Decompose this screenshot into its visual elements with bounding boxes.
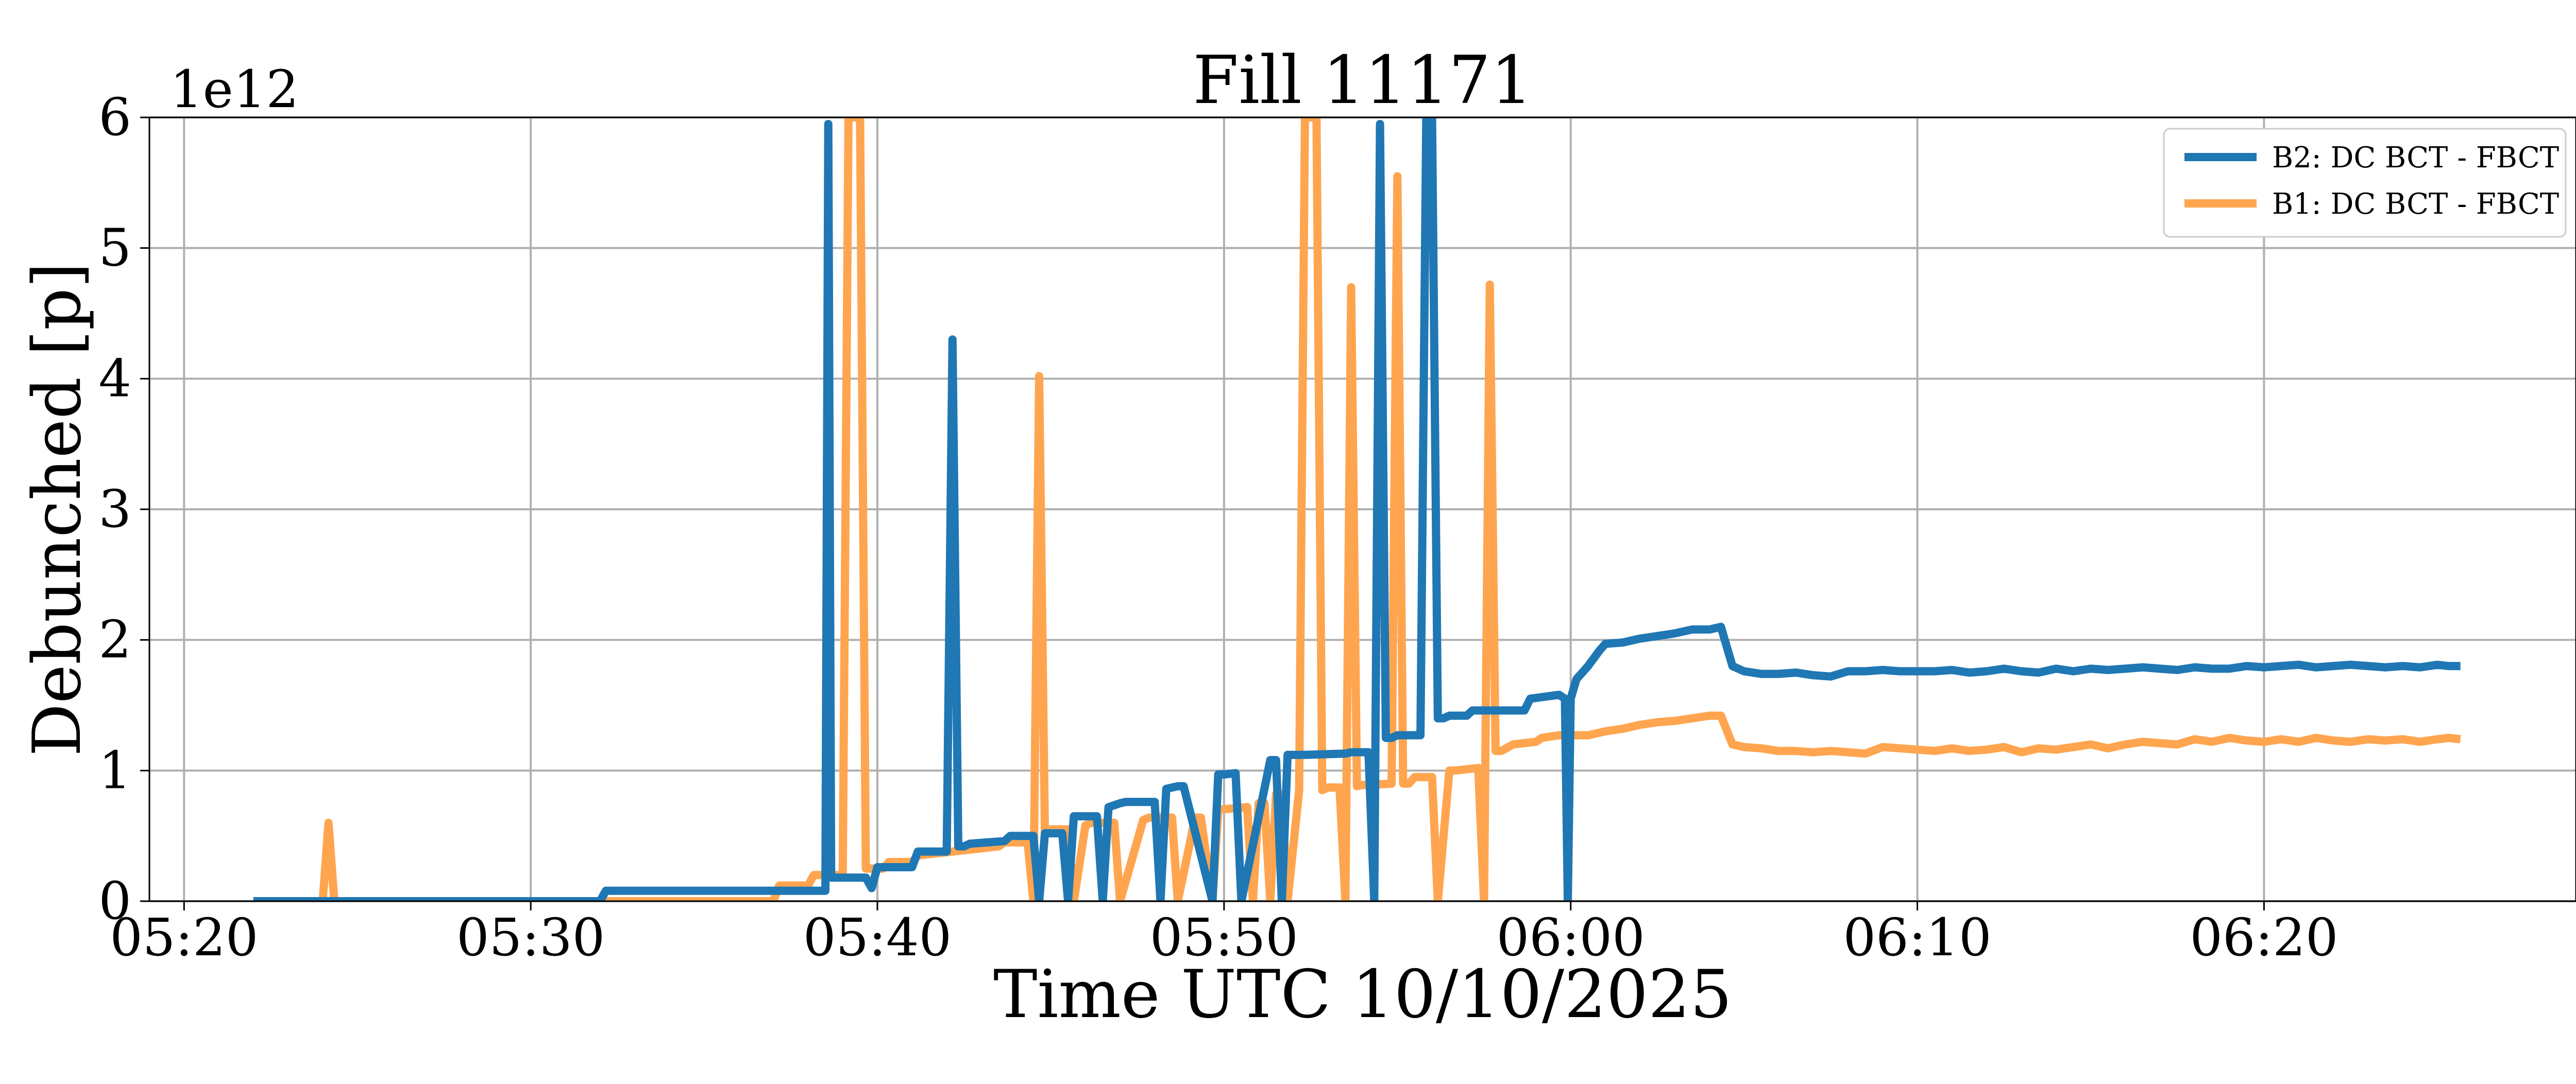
y-tick-label: 3	[98, 479, 131, 539]
tick-layer: 05:20 05:30 05:40 05:50 06:00 06:10 06:20 0 1 2 3 4…	[98, 87, 2338, 968]
x-tick-label: 05:40	[803, 907, 952, 968]
legend-label-b1: B1: DC BCT - FBCT	[2272, 187, 2559, 221]
x-tick-label: 05:30	[456, 907, 605, 968]
y-axis-title: Debunched [p]	[19, 262, 96, 756]
x-tick-label: 06:10	[1843, 907, 1991, 968]
x-tick-label: 06:20	[2190, 907, 2338, 968]
legend-label-b2: B2: DC BCT - FBCT	[2272, 141, 2559, 175]
y-tick-label: 0	[98, 871, 131, 931]
y-tick-label: 4	[98, 348, 131, 408]
x-tick-label: 06:00	[1497, 907, 1645, 968]
x-tick-label: 05:50	[1150, 907, 1298, 968]
chart-title: Fill 11171	[1193, 42, 1533, 119]
y-tick-label: 1	[98, 740, 131, 800]
legend: B2: DC BCT - FBCT B1: DC BCT - FBCT	[2163, 128, 2567, 238]
series-line-b2	[253, 117, 2461, 901]
legend-box	[2163, 128, 2567, 238]
y-tick-label: 5	[98, 218, 131, 278]
y-tick-label: 2	[98, 610, 131, 670]
series-line-b1	[253, 117, 2461, 901]
series-layer	[253, 117, 2461, 901]
y-tick-label: 6	[98, 87, 131, 147]
x-axis-title: Time UTC 10/10/2025	[993, 956, 1732, 1033]
y-offset-label: 1e12	[170, 59, 299, 119]
x-tick-label: 05:20	[110, 907, 258, 968]
